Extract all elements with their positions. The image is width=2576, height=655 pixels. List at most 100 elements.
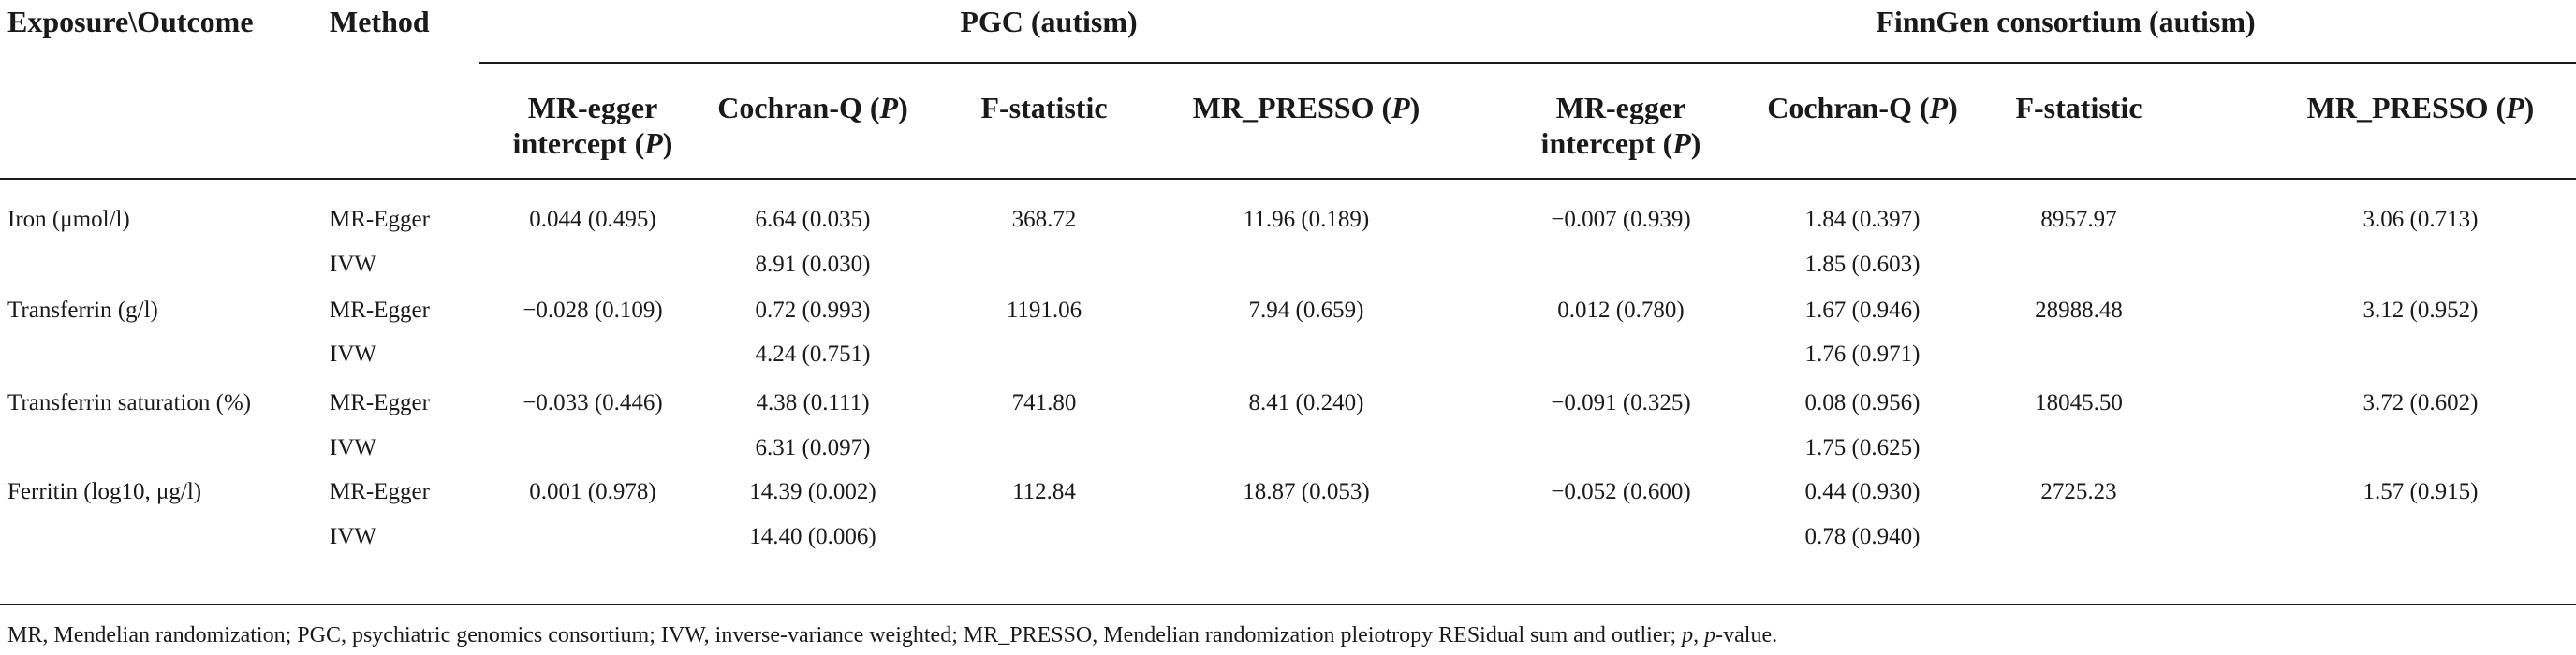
header-exposure-outcome: Exposure\Outcome: [7, 5, 254, 38]
subheader-col-7: F-statistic: [1938, 90, 2219, 125]
subheader-p-italic: P: [1929, 91, 1949, 124]
table-cell: 368.72: [1011, 207, 1077, 232]
header-method: Method: [330, 5, 430, 38]
table-cell: 0.001 (0.978): [529, 479, 656, 504]
subheader-close: ): [1690, 126, 1701, 160]
table-cell: −0.028 (0.109): [523, 298, 663, 323]
table-cell: 0.044 (0.495): [529, 207, 656, 232]
header-pgc-group: PGC (autism): [960, 5, 1138, 38]
subheader-text: F-statistic: [980, 91, 1108, 124]
table-cell: 14.40 (0.006): [749, 524, 876, 549]
table-cell: 6.31 (0.097): [755, 435, 871, 460]
row-method: IVW: [330, 435, 376, 460]
subheader-line2: intercept (P): [1480, 125, 1761, 161]
table-cell: 1.84 (0.397): [1804, 207, 1921, 232]
subheader-col-1: MR-egger intercept (P): [452, 90, 733, 161]
table-cell: 18.87 (0.053): [1243, 479, 1370, 504]
subheader-text: Cochran-Q (: [717, 91, 880, 124]
row-method: MR-Egger: [330, 479, 430, 504]
subheader-p-italic: P: [1672, 126, 1691, 160]
table-cell: 8.91 (0.030): [755, 252, 871, 277]
subheader-p-italic: P: [879, 91, 899, 124]
table-bottom-rule: [0, 604, 2576, 605]
table-cell: 8.41 (0.240): [1248, 390, 1364, 415]
subheader-text: MR_PRESSO (: [1192, 91, 1392, 124]
table-cell: 6.64 (0.035): [755, 207, 871, 232]
subheader-line2: Cochran-Q (P): [672, 90, 953, 125]
subheader-line1: MR-egger: [527, 91, 658, 124]
table-cell: −0.052 (0.600): [1551, 479, 1691, 504]
subheader-close: ): [898, 91, 908, 124]
subheader-p-italic: P: [644, 126, 663, 160]
table-cell: 18045.50: [2035, 390, 2123, 415]
pgc-group-rule: [479, 62, 1556, 64]
table-cell: 7.94 (0.659): [1248, 298, 1364, 323]
subheader-col-4: MR_PRESSO (P): [1166, 90, 1447, 125]
subheader-col-6: Cochran-Q (P): [1722, 90, 2003, 125]
table-cell: 11.96 (0.189): [1243, 207, 1370, 232]
row-method: IVW: [330, 252, 376, 277]
subheader-close: ): [1948, 91, 1958, 124]
row-exposure: Iron (μmol/l): [7, 207, 130, 232]
table-cell: 28988.48: [2035, 298, 2123, 323]
table-cell: 8957.97: [2040, 207, 2117, 232]
table-cell: −0.091 (0.325): [1551, 390, 1691, 415]
subheader-line2: F-statistic: [1938, 90, 2219, 125]
table-cell: 1.67 (0.946): [1804, 298, 1921, 323]
header-bottom-rule: [0, 178, 2576, 180]
subheader-col-8: MR_PRESSO (P): [2280, 90, 2561, 125]
subheader-close: ): [1409, 91, 1420, 124]
table-cell: 14.39 (0.002): [749, 479, 876, 504]
table-cell: 1.76 (0.971): [1804, 342, 1921, 367]
row-method: MR-Egger: [330, 207, 430, 232]
row-method: MR-Egger: [330, 298, 430, 323]
row-method: IVW: [330, 524, 376, 549]
subheader-line2: F-statistic: [904, 90, 1185, 125]
table-cell: 1191.06: [1006, 298, 1082, 323]
row-exposure: Transferrin (g/l): [7, 298, 158, 323]
subheader-col-3: F-statistic: [904, 90, 1185, 125]
subheader-col-2: Cochran-Q (P): [672, 90, 953, 125]
table-cell: 2725.23: [2040, 479, 2117, 504]
table-cell: 4.24 (0.751): [755, 342, 871, 367]
table-cell: 0.44 (0.930): [1804, 479, 1921, 504]
subheader-text: intercept (: [512, 126, 645, 160]
subheader-line2: MR_PRESSO (P): [2280, 90, 2561, 125]
table-cell: 0.08 (0.956): [1804, 390, 1921, 415]
table-cell: −0.007 (0.939): [1551, 207, 1691, 232]
footnote-p-italic-2: p: [1704, 623, 1716, 648]
subheader-text: Cochran-Q (: [1767, 91, 1930, 124]
subheader-text: F-statistic: [2015, 91, 2142, 124]
footnote-end: -value.: [1715, 623, 1778, 648]
footnote-sep: ,: [1693, 623, 1705, 648]
table-cell: 741.80: [1011, 390, 1077, 415]
subheader-line2: Cochran-Q (P): [1722, 90, 2003, 125]
table-cell: 0.012 (0.780): [1557, 298, 1685, 323]
header-finngen-group: FinnGen consortium (autism): [1876, 5, 2256, 38]
subheader-col-5: MR-egger intercept (P): [1480, 90, 1761, 161]
table-cell: 3.06 (0.713): [2363, 207, 2479, 232]
subheader-line2: intercept (P): [452, 125, 733, 161]
row-method: MR-Egger: [330, 390, 430, 415]
table-cell: 3.12 (0.952): [2363, 298, 2479, 323]
finngen-group-rule: [1536, 62, 2576, 64]
subheader-text: intercept (: [1540, 126, 1673, 160]
subheader-text: MR_PRESSO (: [2306, 91, 2507, 124]
table-cell: 1.57 (0.915): [2363, 479, 2479, 504]
row-exposure: Ferritin (log10, μg/l): [7, 479, 202, 504]
table-footnote: MR, Mendelian randomization; PGC, psychi…: [7, 621, 1777, 649]
row-exposure: Transferrin saturation (%): [7, 390, 252, 415]
table-cell: 1.75 (0.625): [1804, 435, 1921, 460]
table-cell: 0.72 (0.993): [755, 298, 871, 323]
subheader-line2: MR_PRESSO (P): [1166, 90, 1447, 125]
subheader-line1: MR-egger: [1555, 91, 1686, 124]
subheader-close: ): [2524, 91, 2535, 124]
subheader-p-italic: P: [1391, 91, 1410, 124]
row-method: IVW: [330, 342, 376, 367]
table-cell: −0.033 (0.446): [523, 390, 663, 415]
table-cell: 112.84: [1012, 479, 1076, 504]
table-cell: 3.72 (0.602): [2363, 390, 2479, 415]
footnote-p-italic: p: [1682, 623, 1694, 648]
footnote-text: MR, Mendelian randomization; PGC, psychi…: [7, 623, 1683, 648]
subheader-p-italic: P: [2506, 91, 2524, 124]
